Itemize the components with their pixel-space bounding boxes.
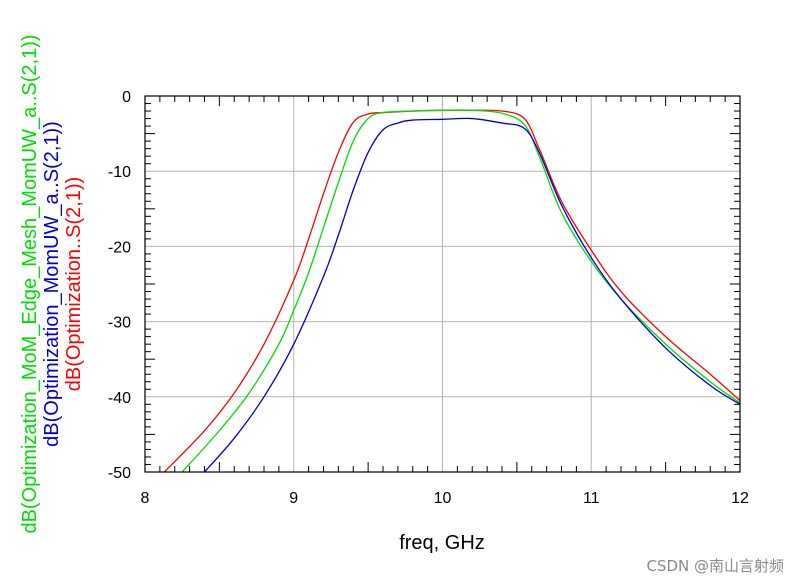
x-tick-label: 9	[289, 490, 298, 507]
y-axis-label-red: dB(Optimization..S(2,1))	[63, 177, 85, 392]
plot-frame	[144, 95, 741, 473]
y-axis-label-blue: dB(Optimization_MomUW_a..S(2,1))	[41, 121, 63, 447]
series-line-0	[163, 109, 741, 473]
y-axis-titles: dB(Optimization_MoM_Edge_Mesh_MomUW_a..S…	[19, 34, 85, 533]
x-tick-label: 11	[583, 490, 600, 507]
tick-labels: 8 9 10 11 12 0 -10 -20 -30 -40 -50	[108, 89, 749, 507]
x-tick-label: 12	[731, 490, 749, 507]
series-line-2	[204, 117, 741, 473]
y-axis-label-green: dB(Optimization_MoM_Edge_Mesh_MomUW_a..S…	[19, 34, 41, 533]
y-tick-label: -40	[108, 390, 131, 407]
x-tick-label: 8	[141, 490, 150, 507]
x-tick-label: 10	[434, 490, 452, 507]
y-tick-label: -10	[108, 164, 131, 181]
y-tick-label: -20	[108, 239, 131, 256]
x-axis-title: freq, GHz	[399, 532, 485, 554]
series-line-1	[181, 109, 741, 473]
y-tick-label: -50	[108, 465, 131, 482]
series-lines	[163, 109, 741, 473]
watermark: CSDN @南山言射频	[646, 557, 784, 575]
grid	[145, 96, 740, 472]
tick-marks	[145, 96, 740, 472]
y-tick-label: 0	[122, 89, 131, 106]
y-tick-label: -30	[108, 315, 131, 332]
